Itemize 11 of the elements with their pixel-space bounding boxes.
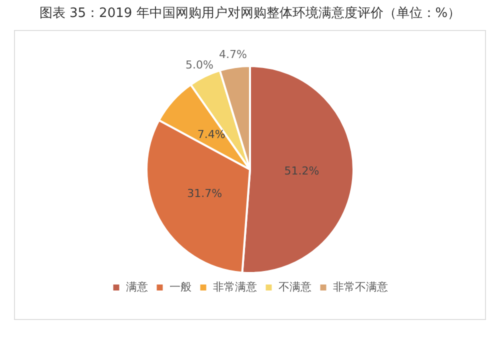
legend-label: 一般 (169, 280, 192, 294)
legend-label: 非常不满意 (332, 280, 388, 294)
chart-title: 图表 35：2019 年中国网购用户对网购整体环境满意度评价（单位：%） (38, 5, 462, 22)
legend-label: 不满意 (278, 280, 312, 294)
data-label: 5.0% (186, 58, 214, 72)
data-label: 7.4% (197, 128, 226, 141)
data-label: 31.7% (187, 187, 222, 200)
data-label: 51.2% (284, 164, 320, 178)
legend-label: 满意 (126, 280, 148, 294)
legend-label: 非常满意 (212, 280, 257, 294)
data-label: 4.7% (219, 48, 247, 62)
